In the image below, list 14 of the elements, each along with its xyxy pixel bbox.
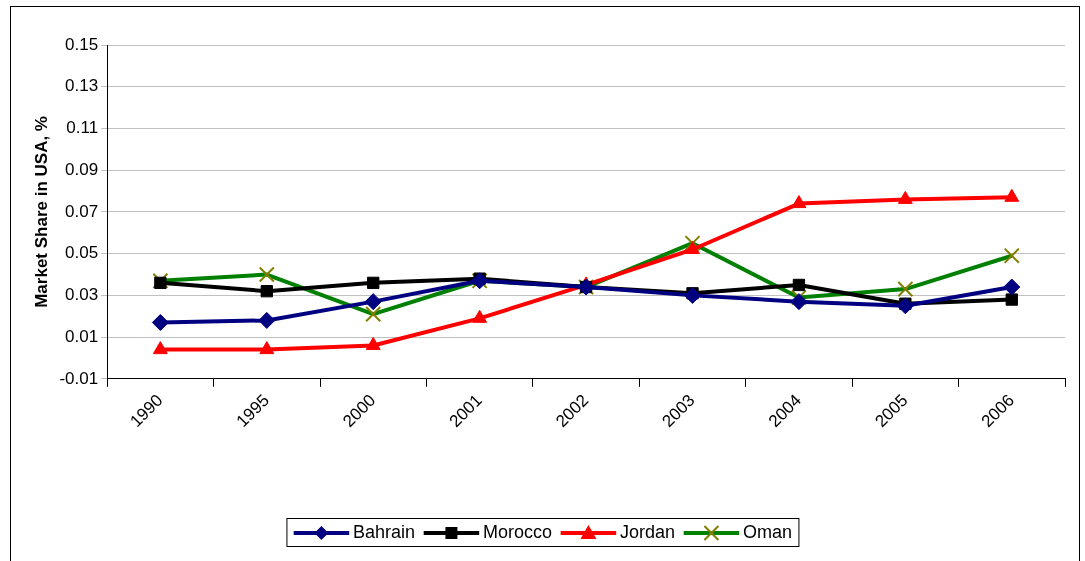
legend-label: Oman: [743, 522, 793, 543]
y-tick-label: 0.05: [65, 243, 99, 263]
legend-label: Bahrain: [352, 522, 415, 543]
y-tick-label: 0.15: [65, 34, 99, 54]
y-tick-label: 0.07: [65, 201, 99, 221]
y-tick-label: 0.03: [65, 285, 99, 305]
y-axis-title: Market Share in USA, %: [31, 116, 51, 308]
y-tick-label: -0.01: [59, 368, 99, 388]
y-tick-label: 0.09: [65, 159, 99, 179]
y-tick-label: 0.01: [65, 326, 99, 346]
y-tick-label: 0.13: [65, 76, 99, 96]
legend-label: Morocco: [482, 522, 552, 543]
y-tick-label: 0.11: [66, 118, 99, 138]
legend-label: Jordan: [620, 522, 676, 543]
